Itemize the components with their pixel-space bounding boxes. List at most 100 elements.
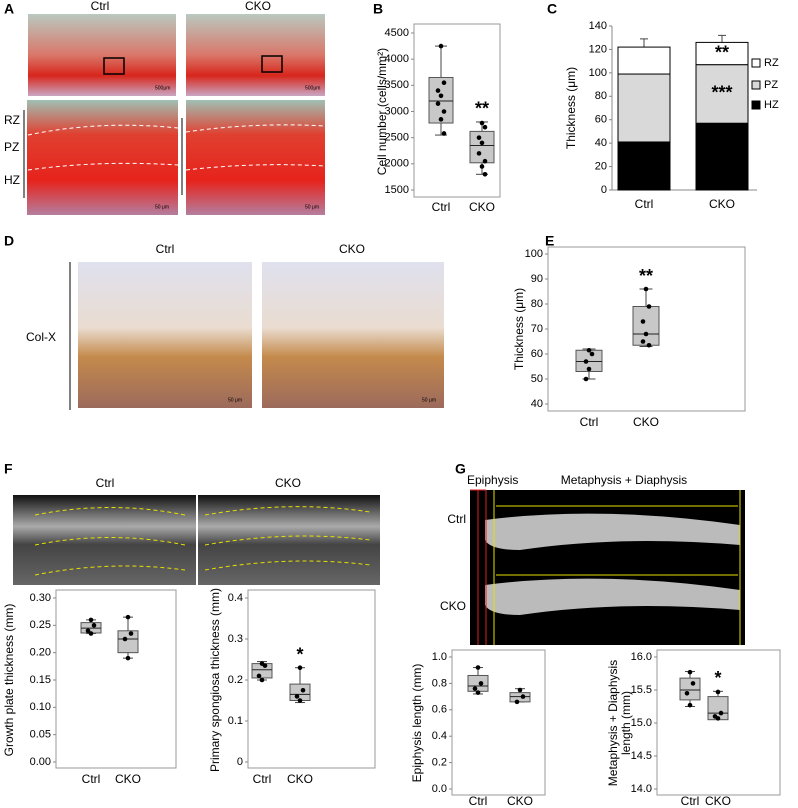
data-point: [262, 663, 268, 668]
data-point: [441, 131, 447, 136]
y-axis-label: Primary spongiosa thickness (mm): [208, 588, 222, 772]
data-point: [479, 120, 485, 126]
group-label: Ctrl: [447, 512, 466, 526]
data-point: [297, 698, 303, 703]
x-tick-label: CKO: [709, 197, 735, 211]
bar-segment: [617, 46, 671, 75]
y-tick-label: 4500: [385, 27, 409, 39]
y-tick-label: 40: [531, 398, 543, 410]
data-point: [128, 631, 134, 636]
data-point: [479, 140, 485, 146]
y-tick-label: 0.8: [432, 677, 447, 689]
y-axis-label: length (mm): [619, 691, 633, 755]
box: [632, 306, 660, 346]
y-tick-label: 15.0: [631, 717, 652, 729]
legend-label: RZ: [764, 57, 779, 69]
x-tick-label: Ctrl: [635, 197, 654, 211]
y-tick-label: 0.0: [432, 783, 447, 795]
data-point: [259, 677, 265, 683]
y-tick-label: 0.30: [30, 592, 51, 604]
y-tick-label: 0.25: [30, 619, 51, 631]
data-point: [297, 665, 303, 670]
data-point: [475, 690, 481, 695]
scale-bar: 50 μm: [155, 204, 169, 210]
y-tick-label: 0.10: [30, 701, 51, 713]
data-point: [435, 101, 441, 106]
data-point: [583, 376, 589, 382]
y-tick-label: 20: [595, 160, 607, 172]
scale-bar: 50 μm: [422, 397, 436, 403]
plot-frame: [413, 23, 501, 198]
data-point: [646, 342, 652, 348]
y-tick-label: 3000: [385, 105, 409, 117]
data-point: [640, 319, 646, 324]
y-tick-label: 0.6: [432, 704, 447, 716]
y-tick-label: 60: [595, 114, 607, 126]
data-point: [482, 172, 488, 177]
group-label: CKO: [440, 599, 466, 613]
group-label: Ctrl: [96, 476, 115, 490]
data-point: [438, 43, 444, 49]
data-point: [85, 628, 91, 634]
y-tick-label: 1500: [385, 184, 409, 196]
x-tick-label: CKO: [115, 772, 141, 786]
zone-line: [34, 506, 371, 576]
bar-segment: [617, 73, 671, 143]
region-label: Epiphysis: [467, 473, 518, 487]
data-point: [438, 117, 444, 122]
panel-label: B: [373, 1, 383, 17]
image: [28, 14, 176, 96]
x-tick-label: CKO: [705, 794, 731, 808]
x-tick-label: Ctrl: [253, 772, 272, 786]
x-tick-label: Ctrl: [432, 200, 451, 214]
y-axis-label: Cell number (cells/mm²): [375, 48, 389, 175]
y-axis-label: Epiphysis length (mm): [410, 664, 424, 783]
data-point: [589, 351, 595, 357]
scale-bar: 50 μm: [305, 204, 319, 210]
y-tick-label: 0: [237, 756, 243, 768]
data-point: [294, 694, 300, 699]
data-point: [517, 687, 523, 693]
plot-frame: [55, 589, 177, 769]
group-label: Ctrl: [156, 242, 175, 256]
data-point: [586, 366, 592, 372]
y-tick-label: 100: [589, 67, 607, 79]
x-tick-label: CKO: [469, 200, 495, 214]
data-point: [476, 151, 482, 156]
box: [469, 130, 495, 164]
data-point: [91, 623, 97, 628]
significance: **: [475, 99, 489, 119]
image: [78, 262, 252, 408]
plot-frame: [247, 589, 376, 769]
y-tick-label: 0.4: [228, 592, 243, 604]
data-point: [256, 673, 262, 679]
data-point: [125, 655, 131, 661]
y-tick-label: 1.0: [432, 651, 447, 663]
significance: **: [639, 266, 653, 286]
y-tick-label: 15.5: [631, 684, 652, 696]
box: [428, 76, 454, 124]
image: [27, 100, 178, 215]
x-tick-label: Ctrl: [82, 772, 101, 786]
data-point: [520, 694, 526, 699]
y-tick-label: 80: [531, 298, 543, 310]
data-point: [88, 617, 94, 623]
group-label: Ctrl: [91, 0, 110, 13]
data-point: [514, 699, 520, 705]
significance: ***: [711, 83, 732, 103]
histology-images: [23, 14, 326, 215]
data-point: [646, 304, 652, 309]
y-axis-label: Metaphysis + Diaphysis: [606, 660, 620, 786]
image: [186, 14, 325, 96]
data-point: [687, 702, 693, 708]
bar-segment: [695, 41, 749, 66]
y-tick-label: 0.1: [228, 715, 243, 727]
data-point: [643, 286, 649, 292]
data-point: [640, 339, 646, 344]
box: [679, 677, 701, 701]
inset-box: [261, 55, 283, 73]
data-point: [583, 359, 589, 364]
scale-bar: 50 μm: [228, 397, 242, 403]
zone-line: [27, 124, 326, 171]
y-tick-label: 2000: [385, 158, 409, 170]
